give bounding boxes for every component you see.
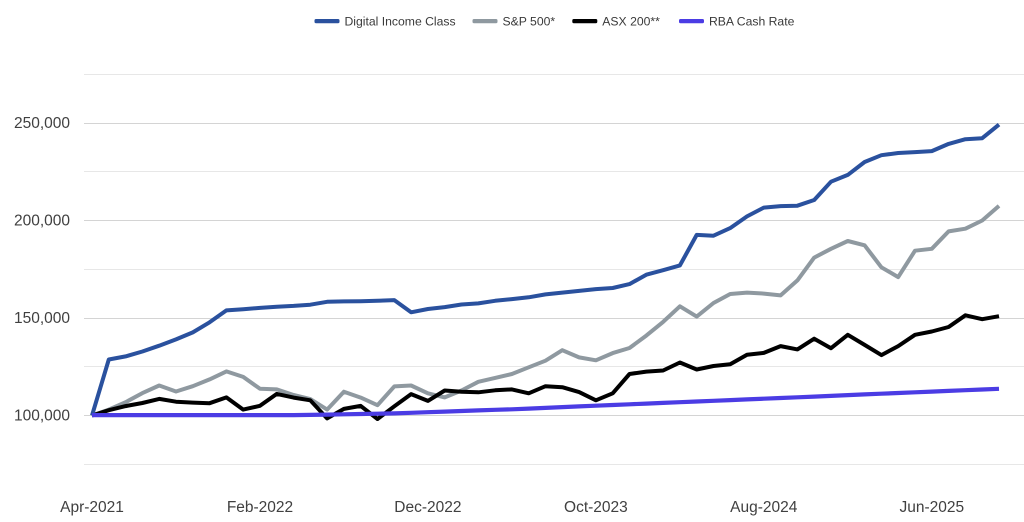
svg-text:Apr-2021: Apr-2021	[60, 499, 124, 516]
svg-text:150,000: 150,000	[14, 310, 70, 327]
svg-text:ASX 200**: ASX 200**	[602, 14, 660, 28]
svg-text:Digital Income Class: Digital Income Class	[345, 14, 456, 28]
svg-text:Jun-2025: Jun-2025	[899, 499, 964, 516]
svg-text:Dec-2022: Dec-2022	[394, 499, 461, 516]
svg-text:200,000: 200,000	[14, 213, 70, 230]
svg-text:S&P 500*: S&P 500*	[503, 14, 556, 28]
svg-text:Feb-2022: Feb-2022	[227, 499, 293, 516]
svg-text:Oct-2023: Oct-2023	[564, 499, 628, 516]
svg-text:RBA Cash Rate: RBA Cash Rate	[709, 14, 795, 28]
svg-text:100,000: 100,000	[14, 408, 70, 425]
svg-text:250,000: 250,000	[14, 115, 70, 132]
svg-text:Aug-2024: Aug-2024	[730, 499, 798, 516]
